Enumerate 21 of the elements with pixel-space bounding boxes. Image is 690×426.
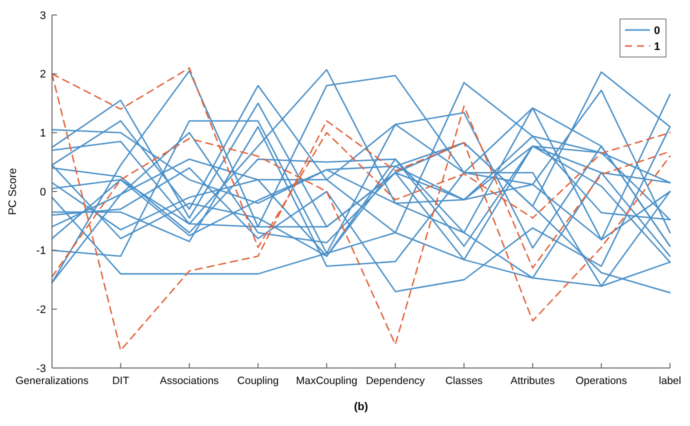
y-tick-label: 0 <box>40 186 46 198</box>
x-tick-label: Classes <box>445 375 483 387</box>
y-axis-title: PC Score <box>7 168 19 216</box>
y-tick-label: 3 <box>40 10 46 22</box>
y-tick-label: -3 <box>36 362 46 375</box>
y-tick-label: 1 <box>40 128 46 140</box>
x-tick-label: Associations <box>160 375 219 387</box>
x-tick-label: DIT <box>112 375 130 387</box>
x-tick-label: MaxCoupling <box>296 375 358 387</box>
legend-label: 1 <box>654 40 660 53</box>
x-tick-label: label <box>658 375 682 387</box>
y-tick-label: 2 <box>40 68 46 81</box>
x-tick-label: Operations <box>576 375 628 387</box>
legend-label: 0 <box>654 24 660 37</box>
x-tick-label: Dependency <box>366 375 426 387</box>
y-tick-label: -1 <box>36 245 46 258</box>
x-tick-label: Coupling <box>237 375 279 387</box>
x-tick-label: Attributes <box>510 375 555 387</box>
text: (b) <box>354 401 368 413</box>
x-tick-label: Generalizations <box>16 375 88 387</box>
y-tick-label: -2 <box>36 304 46 316</box>
